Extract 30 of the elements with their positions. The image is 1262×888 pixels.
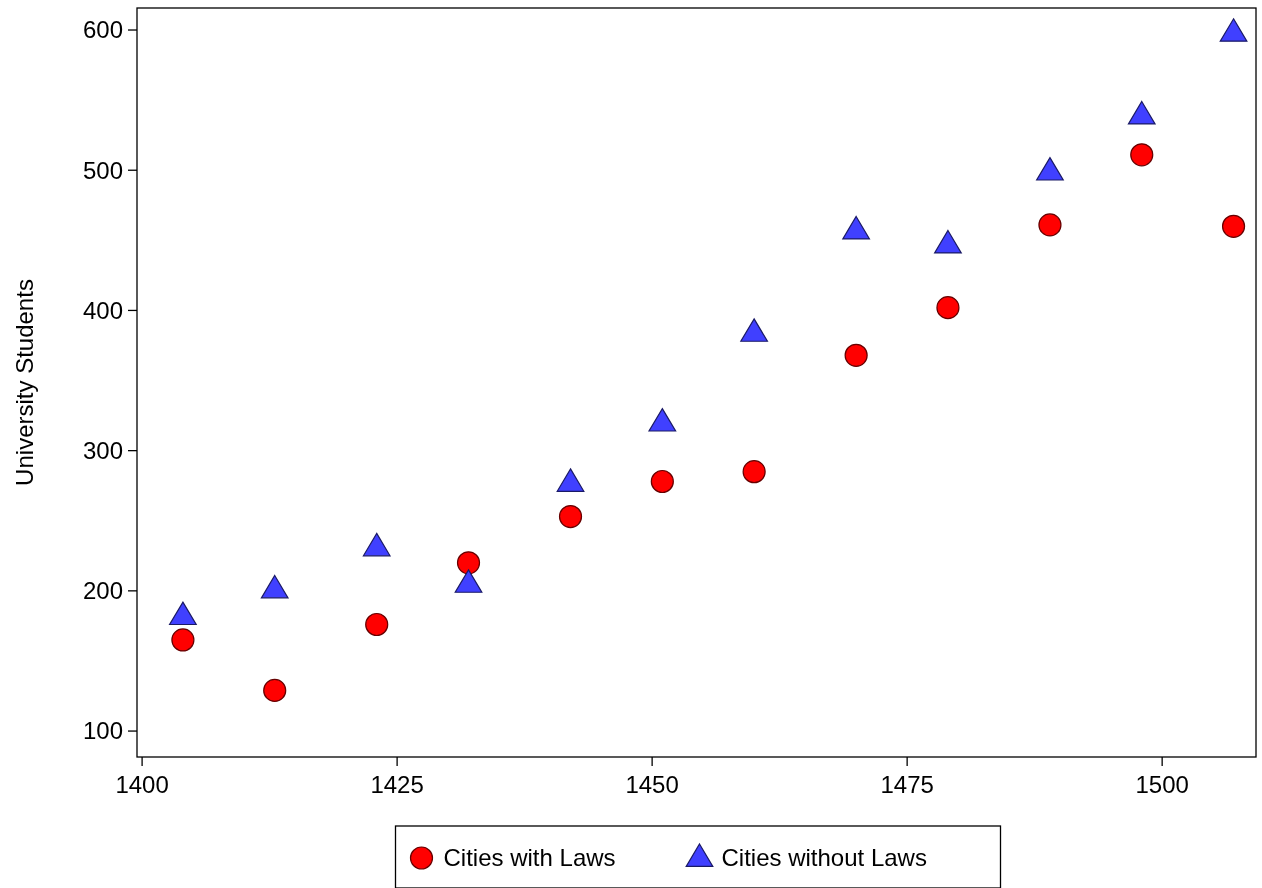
x-tick-label: 1400 — [115, 771, 169, 798]
point — [1127, 100, 1156, 125]
x-tick-label: 1475 — [880, 771, 934, 798]
x-tick-label: 1500 — [1135, 771, 1189, 798]
point — [742, 460, 766, 484]
point — [1221, 214, 1246, 238]
legend-label: Cities without Laws — [721, 844, 927, 872]
point — [171, 628, 195, 652]
y-tick-label: 600 — [82, 16, 123, 44]
point — [740, 318, 769, 342]
x-tick-label: 1450 — [625, 771, 679, 798]
point — [934, 229, 962, 254]
y-tick-label: 500 — [82, 156, 123, 184]
point — [456, 551, 481, 575]
point — [365, 612, 389, 637]
point — [650, 469, 674, 494]
point — [844, 343, 868, 367]
point — [648, 408, 677, 432]
y-tick-label: 100 — [82, 717, 123, 745]
point — [1036, 157, 1064, 181]
point — [263, 678, 287, 702]
x-tick-label: 1425 — [370, 771, 424, 798]
y-tick-label: 400 — [82, 296, 123, 324]
y-tick-label: 300 — [82, 437, 123, 465]
point — [842, 215, 871, 240]
legend-label: Cities with Laws — [443, 844, 616, 872]
y-axis-title: University Students — [11, 279, 38, 486]
y-tick-label: 200 — [82, 577, 123, 605]
point — [558, 504, 583, 529]
point — [1219, 18, 1248, 42]
